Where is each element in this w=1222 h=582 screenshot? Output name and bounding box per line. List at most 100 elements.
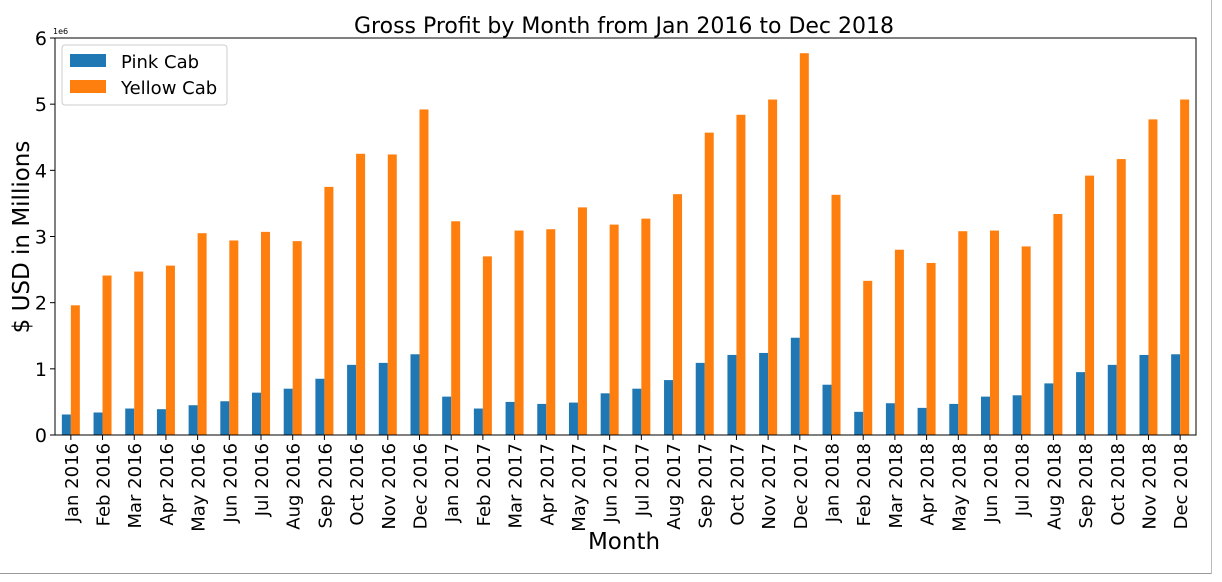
x-tick-label-3: Apr 2016 [157, 443, 178, 526]
bar-yellow-cab-23 [799, 53, 809, 436]
bar-yellow-cab-16 [577, 207, 587, 435]
bar-yellow-cab-13 [482, 256, 492, 435]
bar-pink-cab-5 [220, 401, 230, 435]
x-tick-label-25: Feb 2018 [854, 443, 875, 526]
bar-pink-cab-0 [61, 414, 71, 435]
bar-yellow-cab-19 [673, 194, 683, 435]
bar-pink-cab-28 [949, 403, 959, 435]
x-tick-label-30: Jul 2018 [1013, 443, 1034, 517]
bar-pink-cab-19 [664, 380, 674, 435]
bar-yellow-cab-25 [863, 280, 873, 435]
bar-pink-cab-3 [156, 409, 166, 435]
bar-yellow-cab-32 [1085, 175, 1095, 436]
bar-yellow-cab-28 [958, 231, 968, 435]
legend-label-pink-cab: Pink Cab [121, 52, 199, 73]
bar-pink-cab-22 [759, 352, 769, 435]
bar-yellow-cab-27 [926, 262, 936, 435]
bar-pink-cab-4 [188, 405, 198, 435]
bar-pink-cab-12 [442, 396, 452, 435]
bar-yellow-cab-30 [1021, 246, 1031, 435]
bar-pink-cab-30 [1012, 395, 1022, 435]
x-tick-label-26: Mar 2018 [886, 443, 907, 529]
bar-pink-cab-25 [854, 411, 864, 435]
bar-yellow-cab-31 [1053, 214, 1063, 435]
bar-yellow-cab-33 [1116, 159, 1126, 435]
legend: Pink Cab Yellow Cab [61, 44, 228, 106]
bar-pink-cab-31 [1044, 383, 1054, 435]
bar-yellow-cab-22 [768, 99, 778, 435]
bar-yellow-cab-0 [70, 305, 80, 435]
x-tick-label-31: Aug 2018 [1044, 443, 1065, 530]
x-tick-label-27: Apr 2018 [918, 443, 939, 526]
page-bottom-divider [0, 573, 1212, 574]
bar-pink-cab-29 [980, 396, 990, 435]
bar-yellow-cab-15 [546, 229, 556, 435]
bar-pink-cab-27 [917, 407, 927, 435]
x-tick-label-32: Sep 2018 [1076, 443, 1097, 528]
plot-frame [54, 37, 1197, 436]
x-tick-label-21: Oct 2017 [727, 443, 748, 526]
y-offset-label: 1e6 [53, 27, 68, 36]
bar-yellow-cab-9 [356, 153, 366, 435]
x-tick-label-29: Jun 2018 [981, 443, 1002, 524]
chart-title: Gross Profit by Month from Jan 2016 to D… [354, 14, 894, 39]
bar-yellow-cab-10 [387, 154, 397, 435]
legend-label-yellow-cab: Yellow Cab [120, 78, 217, 99]
bar-pink-cab-34 [1139, 354, 1149, 435]
bar-pink-cab-9 [347, 364, 357, 435]
x-tick-label-35: Dec 2018 [1171, 443, 1192, 529]
y-axis-label: $ USD in Millions [9, 141, 35, 334]
x-tick-label-10: Nov 2016 [379, 443, 400, 530]
bar-pink-cab-16 [568, 402, 578, 435]
bar-pink-cab-1 [93, 412, 103, 435]
x-tick-label-11: Dec 2016 [410, 443, 431, 529]
bar-pink-cab-21 [727, 354, 737, 435]
y-tick-label-6: 6 [35, 28, 47, 50]
x-tick-label-8: Sep 2016 [315, 443, 336, 528]
bar-pink-cab-14 [505, 401, 515, 435]
bar-pink-cab-2 [125, 408, 135, 435]
x-tick-label-33: Oct 2018 [1108, 443, 1129, 526]
x-tick-label-5: Jun 2016 [220, 443, 241, 524]
bar-pink-cab-20 [695, 362, 705, 435]
bar-yellow-cab-3 [165, 265, 175, 435]
x-tick-label-13: Feb 2017 [474, 443, 495, 526]
bar-pink-cab-35 [1171, 354, 1181, 435]
bar-pink-cab-32 [1076, 372, 1086, 435]
x-axis-label: Month [588, 529, 660, 555]
y-tick-label-1: 1 [35, 359, 47, 381]
bar-pink-cab-11 [410, 354, 420, 435]
bar-yellow-cab-5 [229, 240, 239, 435]
x-tick-label-34: Nov 2018 [1139, 443, 1160, 530]
bar-pink-cab-7 [283, 388, 293, 435]
bar-yellow-cab-12 [451, 221, 461, 435]
x-tick-label-4: May 2016 [189, 443, 210, 532]
x-tick-label-16: May 2017 [569, 443, 590, 532]
bar-yellow-cab-8 [324, 186, 334, 435]
x-tick-label-19: Aug 2017 [664, 443, 685, 530]
y-tick-label-2: 2 [35, 293, 47, 315]
y-tick-label-5: 5 [35, 94, 47, 116]
bar-pink-cab-24 [822, 384, 832, 435]
bar-yellow-cab-21 [736, 114, 746, 436]
x-tick-label-23: Dec 2017 [791, 443, 812, 529]
bar-yellow-cab-29 [989, 230, 999, 435]
bar-yellow-cab-14 [514, 230, 524, 435]
y-tick-label-4: 4 [35, 160, 47, 182]
bar-yellow-cab-11 [419, 109, 429, 436]
bar-yellow-cab-4 [197, 233, 207, 435]
y-axis-ticks: 0 1 2 3 4 5 6 [35, 28, 55, 447]
bar-yellow-cab-35 [1180, 99, 1190, 435]
x-axis-ticks: Jan 2016 Feb 2016 Mar 2016 Apr 2016 May 2016… [62, 435, 1192, 532]
bar-yellow-cab-24 [831, 194, 841, 435]
x-tick-label-28: May 2018 [949, 443, 970, 532]
bar-yellow-cab-1 [102, 275, 112, 435]
x-tick-label-1: Feb 2016 [94, 443, 115, 526]
x-tick-label-2: Mar 2016 [125, 443, 146, 529]
legend-swatch-pink-cab [70, 54, 106, 67]
y-tick-label-0: 0 [35, 425, 47, 447]
bar-pink-cab-13 [473, 408, 483, 435]
x-tick-label-17: Jun 2017 [601, 443, 622, 524]
x-tick-label-18: Jul 2017 [632, 443, 653, 517]
